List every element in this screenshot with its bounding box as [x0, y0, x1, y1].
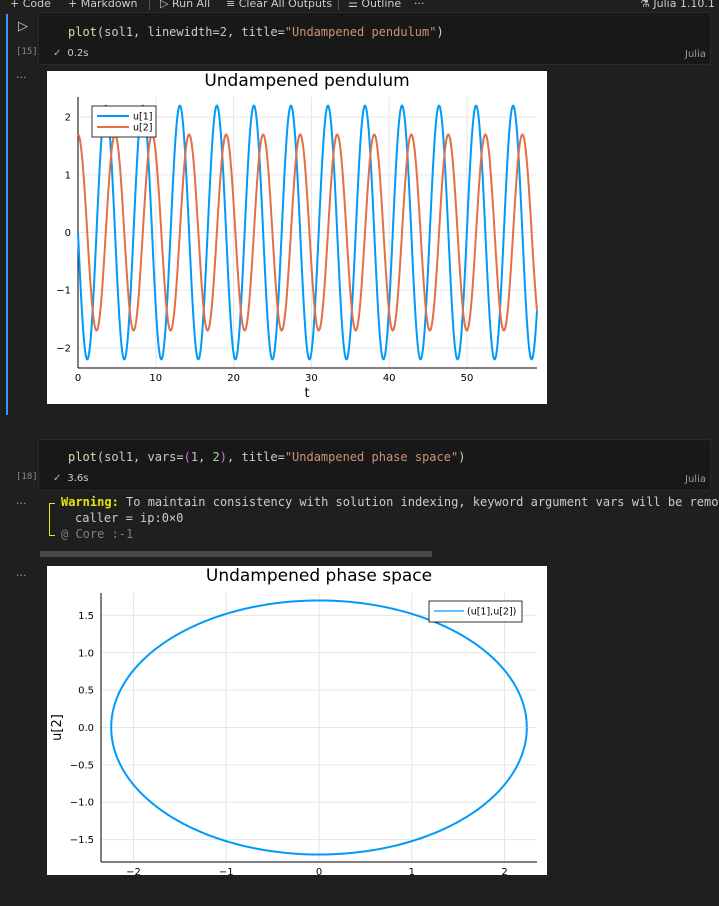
x-tick-label: 1 — [409, 867, 415, 878]
output-menu-icon[interactable]: ... — [16, 494, 27, 507]
x-tick-label: 20 — [227, 373, 240, 384]
check-icon: ✓ — [53, 48, 62, 59]
toolbar-divider — [149, 0, 150, 10]
warning-output: Warning: To maintain consistency with so… — [61, 495, 719, 545]
y-tick-label: −1.0 — [70, 798, 94, 809]
phase-space-plot: Undampened phase space −2 −1 0 1 2 −1.5 −1.0 −0.… — [47, 566, 547, 878]
x-tick-label: 50 — [461, 373, 474, 384]
y-tick-label: 1.5 — [78, 611, 94, 622]
outline-icon: ☰ — [348, 0, 362, 10]
clear-outputs-icon: ≡ — [226, 0, 239, 10]
clear-outputs-button[interactable]: ≡ Clear All Outputs — [226, 0, 332, 10]
pendulum-chart-svg: Undampened pendulum 0 10 20 30 40 50 −2 −1 0 1 2 t u[… — [56, 71, 538, 401]
output-menu-icon[interactable]: ... — [16, 68, 27, 81]
code-line: plot(sol1, vars=(1, 2), title="Undampene… — [68, 450, 466, 464]
x-axis-label: t — [304, 386, 309, 401]
execution-status: ✓ 0.2s — [53, 48, 89, 59]
warning-label: Warning: — [61, 495, 119, 509]
execution-count: [18] — [16, 472, 38, 482]
series-line-phase — [110, 599, 528, 856]
x-tick-label: −1 — [219, 867, 234, 878]
y-tick-label: 1 — [65, 170, 71, 181]
plus-icon: + — [10, 0, 23, 10]
add-code-button[interactable]: + Code — [10, 0, 51, 10]
x-tick-label: −2 — [126, 867, 141, 878]
legend-entry: u[1] — [133, 112, 152, 123]
x-tick-label: 0 — [75, 373, 81, 384]
plus-icon: + — [68, 0, 81, 10]
warning-bracket — [49, 503, 55, 536]
code-line: plot(sol1, linewidth=2, title="Undampene… — [68, 25, 444, 39]
series-line-u[1] — [77, 104, 538, 361]
code-cell-1[interactable]: plot(sol1, linewidth=2, title="Undampene… — [38, 12, 711, 65]
outline-button[interactable]: ☰ Outline — [348, 0, 401, 10]
legend-box — [428, 600, 523, 623]
code-cell-2[interactable]: plot(sol1, vars=(1, 2), title="Undampene… — [38, 439, 711, 491]
run-all-icon: ▷ — [160, 0, 172, 10]
check-icon: ✓ — [53, 473, 62, 484]
x-tick-label: 2 — [501, 867, 507, 878]
execution-count: [15] — [16, 47, 38, 57]
kernel-icon: ⚗ — [640, 0, 654, 10]
y-tick-label: −1.5 — [70, 835, 94, 846]
run-all-button[interactable]: ▷ Run All — [160, 0, 210, 10]
phase-space-chart-svg: Undampened phase space −2 −1 0 1 2 −1.5 −1.0 −0.… — [50, 566, 537, 878]
x-tick-label: 30 — [305, 373, 318, 384]
y-tick-label: −1 — [56, 286, 71, 297]
toolbar-divider — [338, 0, 339, 10]
legend-entry: (u[1],u[2]) — [467, 607, 516, 618]
add-markdown-button[interactable]: + Markdown — [68, 0, 138, 10]
x-tick-label: 0 — [316, 867, 322, 878]
series-line-u[2] — [77, 133, 538, 332]
legend-entry: u[2] — [133, 123, 152, 134]
notebook-toolbar: + Code + Markdown ▷ Run All ≡ Clear All … — [0, 0, 719, 12]
execution-status: ✓ 3.6s — [53, 473, 89, 484]
warning-location: @ Core :-1 — [61, 527, 134, 541]
more-actions-button[interactable]: ··· — [414, 0, 425, 10]
output-menu-icon[interactable]: ... — [16, 566, 27, 579]
warning-caller: caller = ip:0×0 — [75, 511, 184, 525]
x-tick-label: 40 — [383, 373, 396, 384]
legend-box — [91, 105, 157, 138]
warning-text: To maintain consistency with solution in… — [118, 495, 719, 509]
y-tick-label: 0.0 — [78, 723, 94, 734]
cell-language[interactable]: Julia — [685, 49, 706, 60]
chart-title: Undampened phase space — [206, 566, 432, 586]
y-tick-label: 0 — [65, 228, 71, 239]
x-tick-label: 10 — [149, 373, 162, 384]
y-tick-label: −0.5 — [70, 760, 94, 771]
cell-language[interactable]: Julia — [685, 474, 706, 485]
y-tick-label: 2 — [65, 113, 71, 124]
y-axis-label: u[2] — [50, 714, 65, 741]
kernel-picker[interactable]: ⚗ Julia 1.10.1 — [640, 0, 715, 10]
y-tick-label: 0.5 — [78, 686, 94, 697]
y-tick-label: −2 — [56, 343, 71, 354]
output-horizontal-scrollbar[interactable] — [40, 551, 432, 557]
pendulum-plot: Undampened pendulum 0 10 20 30 40 50 −2 −1 0 1 2 t u[… — [47, 71, 547, 404]
chart-title: Undampened pendulum — [204, 71, 409, 91]
run-cell-button[interactable]: ▷ — [18, 19, 28, 34]
cell-focus-indicator — [6, 14, 8, 415]
y-tick-label: 1.0 — [78, 648, 94, 659]
